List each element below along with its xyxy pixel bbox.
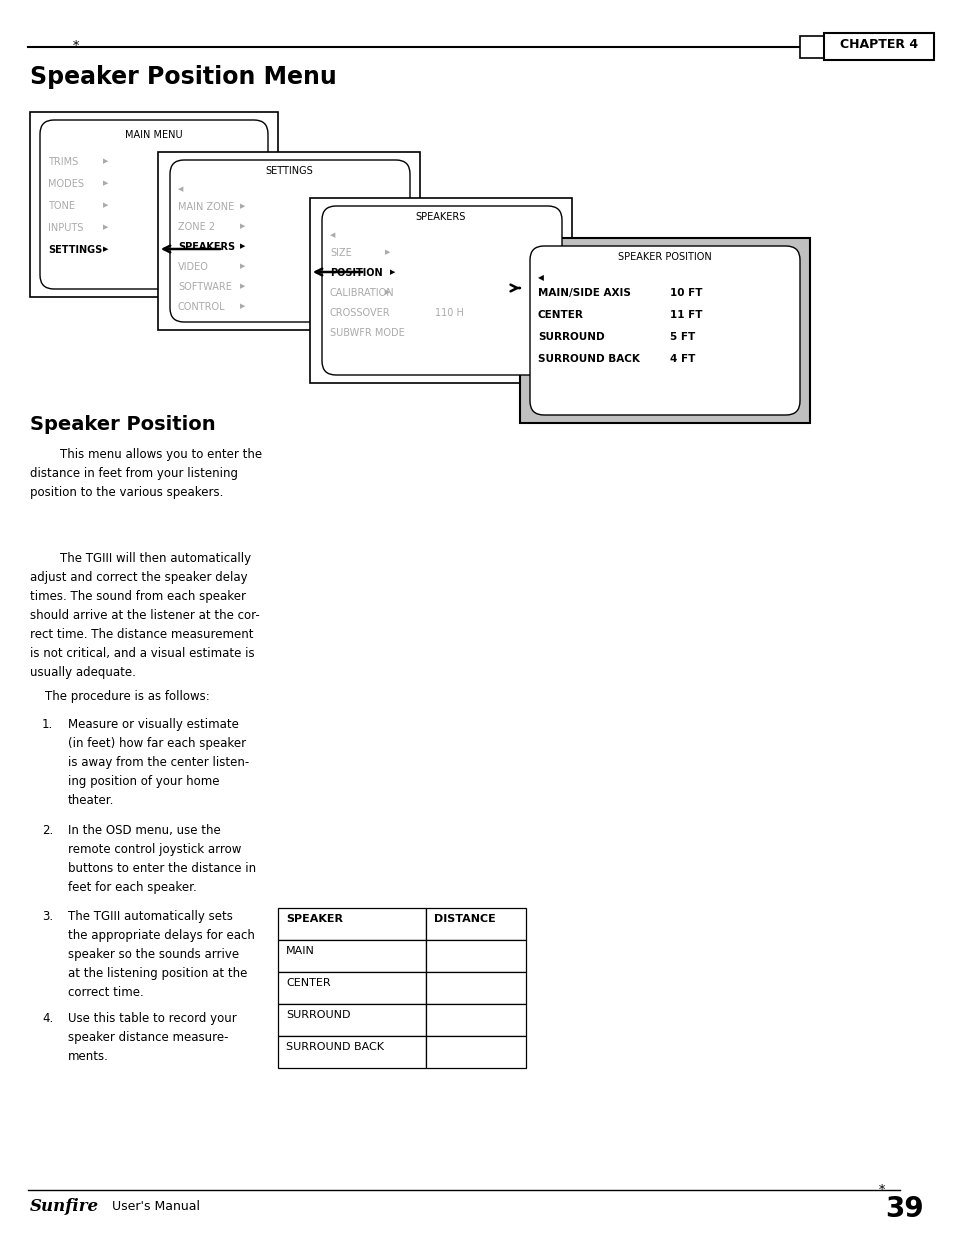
Text: POSITION: POSITION [330, 268, 382, 278]
Text: VIDEO: VIDEO [178, 262, 209, 272]
Bar [426, 1004, 525, 1036]
Text: *: * [72, 41, 79, 53]
Bar [277, 908, 426, 940]
Text: SPEAKERS: SPEAKERS [178, 242, 234, 252]
Text: 10 FT: 10 FT [669, 288, 701, 298]
Bar [277, 1036, 426, 1068]
Text: SOFTWARE: SOFTWARE [178, 282, 232, 291]
Text: SPEAKER: SPEAKER [286, 914, 343, 924]
Text: CONTROL: CONTROL [178, 303, 226, 312]
Text: 2.: 2. [42, 824, 53, 837]
Bar [277, 972, 426, 1004]
Text: SPEAKER POSITION: SPEAKER POSITION [618, 252, 711, 262]
Bar [277, 940, 426, 972]
Text: ▶: ▶ [103, 203, 109, 207]
Text: INPUTS: INPUTS [48, 224, 83, 233]
Bar [426, 940, 525, 972]
Text: SPEAKERS: SPEAKERS [416, 212, 466, 222]
Bar [426, 1036, 525, 1068]
Text: ▶: ▶ [240, 303, 245, 309]
Text: SUBWFR MODE: SUBWFR MODE [330, 329, 404, 338]
Text: ▶: ▶ [240, 243, 245, 249]
Text: TONE: TONE [48, 201, 75, 211]
Bar [426, 908, 525, 940]
Text: SURROUND: SURROUND [537, 332, 604, 342]
Bar [277, 1004, 426, 1036]
Text: MAIN MENU: MAIN MENU [125, 130, 183, 140]
Text: CENTER: CENTER [537, 310, 583, 320]
Text: Measure or visually estimate
(in feet) how far each speaker
is away from the cen: Measure or visually estimate (in feet) h… [68, 718, 249, 806]
Bar [426, 972, 525, 1004]
Text: Speaker Position Menu: Speaker Position Menu [30, 65, 336, 89]
Text: Sunfire: Sunfire [30, 1198, 99, 1215]
Text: ▶: ▶ [390, 269, 395, 275]
Text: DISTANCE: DISTANCE [434, 914, 496, 924]
Text: SETTINGS: SETTINGS [265, 165, 313, 177]
Text: 39: 39 [884, 1195, 923, 1223]
Text: MAIN: MAIN [286, 946, 314, 956]
Text: 3.: 3. [42, 910, 53, 923]
Text: The procedure is as follows:: The procedure is as follows: [30, 690, 210, 703]
Text: ▶: ▶ [240, 283, 245, 289]
Text: CENTER: CENTER [286, 978, 331, 988]
Text: SURROUND BACK: SURROUND BACK [286, 1042, 384, 1052]
Text: ▶: ▶ [240, 224, 245, 228]
Text: ▶: ▶ [385, 289, 390, 295]
Text: MAIN/SIDE AXIS: MAIN/SIDE AXIS [537, 288, 630, 298]
Text: CHAPTER 4: CHAPTER 4 [839, 38, 917, 51]
Text: ▶: ▶ [103, 180, 109, 186]
Text: CROSSOVER: CROSSOVER [330, 308, 390, 317]
Text: Use this table to record your
speaker distance measure-
ments.: Use this table to record your speaker di… [68, 1011, 236, 1063]
Text: ▶: ▶ [103, 158, 109, 164]
Text: The TGIII automatically sets
the appropriate delays for each
speaker so the soun: The TGIII automatically sets the appropr… [68, 910, 254, 999]
Text: ▶: ▶ [240, 203, 245, 209]
Bar [310, 198, 572, 383]
Text: ◀: ◀ [537, 273, 543, 282]
Text: *: * [878, 1183, 884, 1197]
Text: SURROUND: SURROUND [286, 1010, 350, 1020]
Text: ▶: ▶ [103, 224, 109, 230]
Text: SETTINGS: SETTINGS [48, 245, 102, 254]
Bar [30, 112, 277, 296]
Text: CALIBRATION: CALIBRATION [330, 288, 395, 298]
Text: 4 FT: 4 FT [669, 354, 695, 364]
FancyBboxPatch shape [40, 120, 268, 289]
Text: In the OSD menu, use the
remote control joystick arrow
buttons to enter the dist: In the OSD menu, use the remote control … [68, 824, 255, 894]
Bar [158, 152, 419, 330]
Text: SURROUND BACK: SURROUND BACK [537, 354, 639, 364]
Text: 4.: 4. [42, 1011, 53, 1025]
Text: ▶: ▶ [240, 263, 245, 269]
Bar [800, 36, 823, 58]
Text: 110 H: 110 H [435, 308, 463, 317]
Text: ◀: ◀ [330, 232, 335, 238]
Bar [823, 33, 933, 61]
Text: ZONE 2: ZONE 2 [178, 222, 214, 232]
Text: MODES: MODES [48, 179, 84, 189]
FancyBboxPatch shape [170, 161, 410, 322]
Text: Speaker Position: Speaker Position [30, 415, 215, 433]
Text: ◀: ◀ [178, 186, 183, 191]
Text: ▶: ▶ [103, 246, 109, 252]
Text: 5 FT: 5 FT [669, 332, 695, 342]
Text: 1.: 1. [42, 718, 53, 731]
FancyBboxPatch shape [530, 246, 800, 415]
Text: SIZE: SIZE [330, 248, 352, 258]
Text: The TGIII will then automatically
adjust and correct the speaker delay
times. Th: The TGIII will then automatically adjust… [30, 552, 259, 679]
Text: This menu allows you to enter the
distance in feet from your listening
position : This menu allows you to enter the distan… [30, 448, 262, 499]
Text: ▶: ▶ [385, 249, 390, 254]
Text: User's Manual: User's Manual [112, 1200, 200, 1213]
FancyBboxPatch shape [322, 206, 561, 375]
Text: TRIMS: TRIMS [48, 157, 78, 167]
Text: MAIN ZONE: MAIN ZONE [178, 203, 234, 212]
Bar [519, 238, 809, 424]
Text: 11 FT: 11 FT [669, 310, 701, 320]
